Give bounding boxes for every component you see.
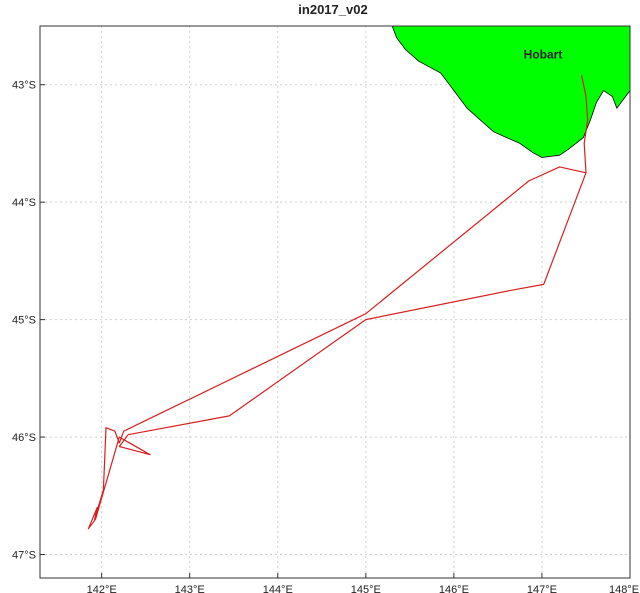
longitude-ticks: 142°E 143°E 144°E 145°E 146°E 147°E 148°E <box>87 573 639 593</box>
x-tick-label: 144°E <box>263 584 293 593</box>
latitude-ticks: 43°S 44°S 45°S 46°S 47°S <box>12 80 45 562</box>
map-title: in2017_v02 <box>298 2 367 17</box>
plot-frame <box>39 25 631 579</box>
y-tick-label: 45°S <box>12 315 36 327</box>
x-tick-label: 145°E <box>351 584 381 593</box>
y-tick-label: 43°S <box>12 80 36 92</box>
y-tick-label: 46°S <box>12 432 36 444</box>
y-tick-label: 47°S <box>12 550 36 562</box>
x-tick-label: 146°E <box>439 584 469 593</box>
x-tick-label: 142°E <box>87 584 117 593</box>
x-tick-label: 147°E <box>527 584 557 593</box>
y-tick-label: 44°S <box>12 197 36 209</box>
x-tick-label: 148°E <box>609 584 639 593</box>
hobart-label: Hobart <box>524 48 563 62</box>
x-tick-label: 143°E <box>175 584 205 593</box>
tasmania-landmass <box>391 26 630 158</box>
ship-track <box>87 75 589 530</box>
